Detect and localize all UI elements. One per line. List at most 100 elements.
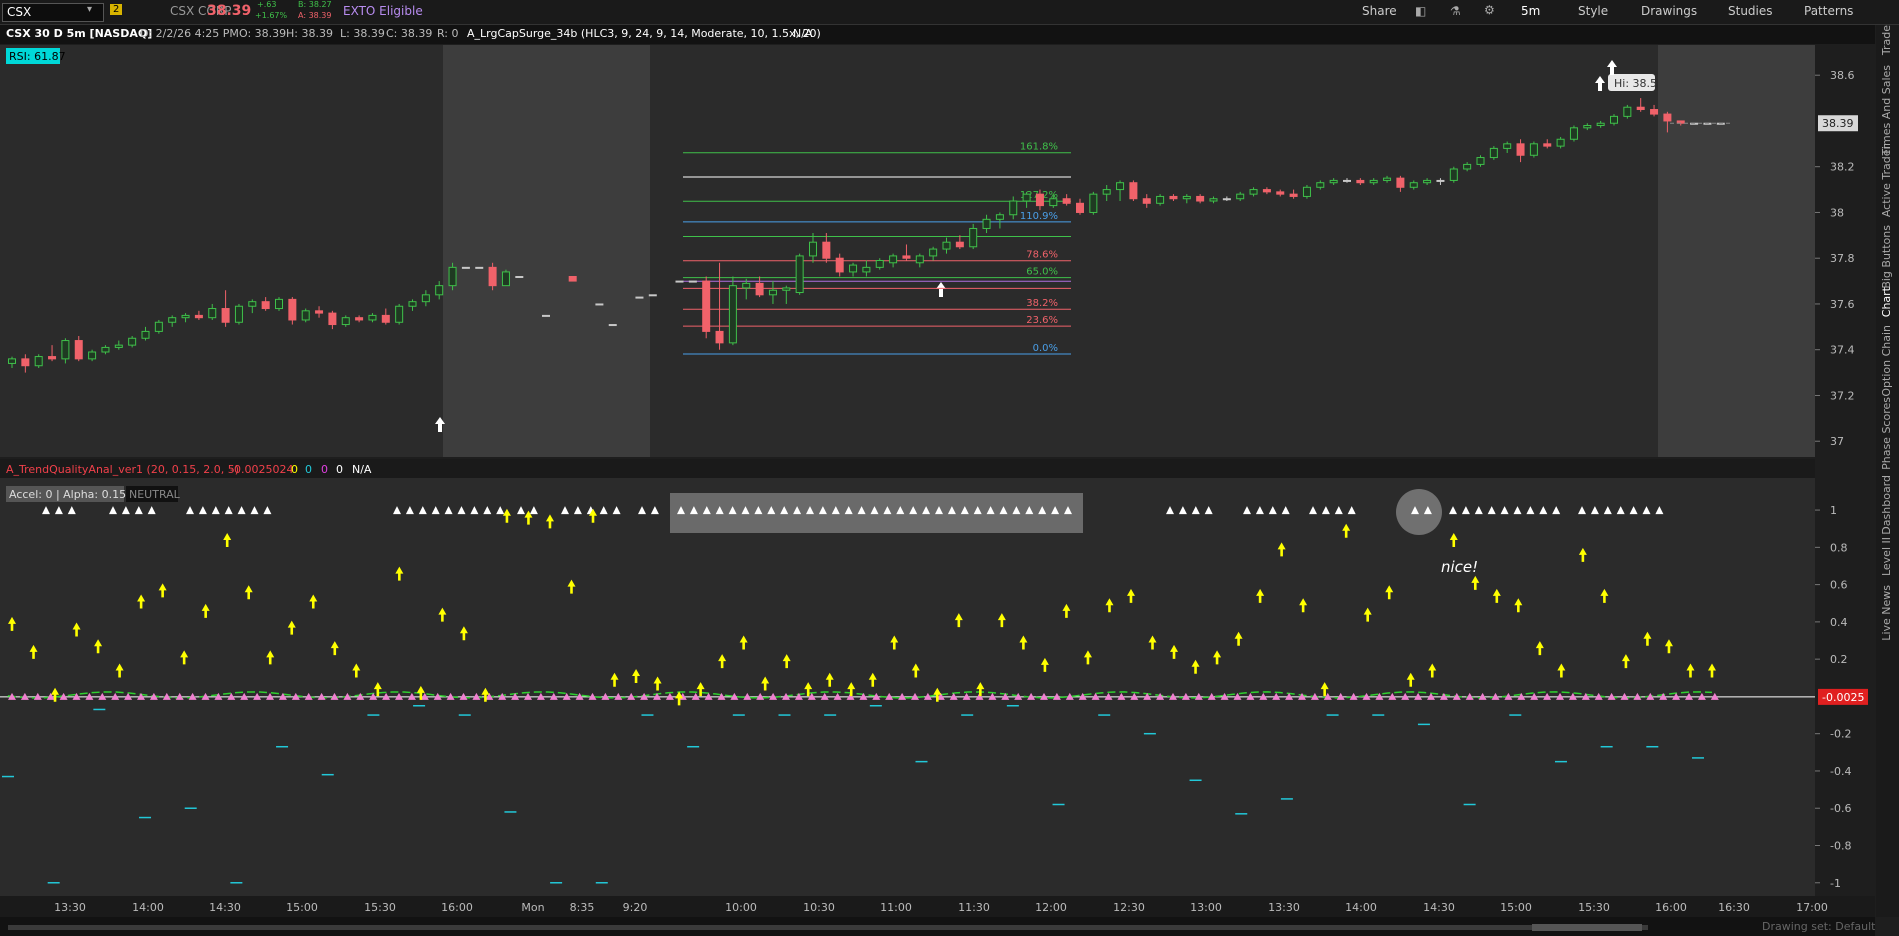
sidebar-tab[interactable]: Level II: [1880, 537, 1893, 577]
signal-triangle: [896, 506, 905, 515]
signal-triangle: [1268, 506, 1277, 515]
settings-icon[interactable]: ⚙: [1484, 3, 1495, 17]
sidebar-tab[interactable]: Active Trader: [1880, 145, 1893, 218]
time-label: 16:30: [1718, 901, 1750, 914]
study-header: [0, 459, 1815, 478]
time-label: 9:20: [623, 901, 648, 914]
candle-body: [568, 276, 577, 282]
candle-body: [648, 294, 657, 297]
candle-body: [1302, 186, 1311, 197]
studies-button[interactable]: Studies: [1728, 4, 1773, 18]
flexible-grid-icon[interactable]: ◧: [1415, 4, 1427, 18]
candle-body: [595, 303, 604, 306]
candle-body: [1356, 179, 1365, 184]
style-button[interactable]: Style: [1578, 4, 1609, 18]
zero-marker: [911, 692, 919, 700]
zero-marker: [433, 692, 442, 700]
link-badge[interactable]: 2: [110, 4, 123, 15]
candle-body: [1516, 143, 1525, 156]
signal-triangle: [1191, 506, 1200, 515]
signal-triangle: [728, 506, 737, 515]
arrow-marker: [8, 616, 16, 631]
bid: B: 38.27: [298, 0, 332, 9]
signal-triangle: [883, 506, 892, 515]
zero-marker: [1220, 692, 1229, 700]
zero-marker: [1323, 692, 1332, 700]
zero-marker: [33, 692, 42, 700]
zero-marker: [1091, 692, 1100, 700]
scrollbar-thumb[interactable]: [1532, 924, 1642, 931]
scrollbar-track[interactable]: [8, 925, 1648, 930]
patterns-button[interactable]: Patterns: [1804, 4, 1854, 18]
signal-triangle: [1281, 506, 1290, 515]
candle-body: [728, 285, 737, 344]
info-field: L: 38.39: [340, 27, 385, 40]
zero-marker: [601, 692, 610, 700]
zero-marker: [1246, 692, 1255, 700]
candle-body: [715, 330, 724, 344]
info-field: R: 0: [437, 27, 459, 40]
sidebar-tab[interactable]: Live News: [1880, 585, 1893, 641]
zero-marker: [175, 692, 184, 700]
share-button[interactable]: Share: [1362, 4, 1397, 18]
candle-body: [1035, 193, 1044, 207]
sidebar-tab[interactable]: Phase Scores: [1880, 397, 1893, 470]
candle-body: [1436, 179, 1445, 182]
candle-body: [1022, 193, 1031, 202]
signal-triangle: [1526, 506, 1535, 515]
signal-triangle: [1321, 506, 1330, 515]
info-field: D: 2/2/26 4:25 PM: [140, 27, 239, 40]
signal-triangle: [1309, 506, 1317, 515]
candle-body: [875, 259, 884, 268]
zero-marker: [1633, 692, 1642, 700]
signal-triangle: [1629, 506, 1638, 515]
signal-triangle: [960, 506, 969, 515]
zero-marker: [420, 692, 429, 700]
sidebar-tab[interactable]: Option Chain: [1880, 325, 1893, 397]
time-label: 17:00: [1796, 901, 1828, 914]
study-counter: 0: [291, 463, 298, 476]
signal-triangle: [470, 506, 479, 515]
zero-marker: [1194, 692, 1203, 700]
time-label: 13:30: [1268, 901, 1300, 914]
sidebar-tab[interactable]: Big Buttons: [1880, 225, 1893, 289]
timeframe-button[interactable]: 5m: [1521, 4, 1541, 18]
sidebar-tab[interactable]: Chart: [1880, 287, 1893, 318]
candle-body: [421, 294, 430, 303]
candle-body: [862, 266, 871, 273]
drawings-button[interactable]: Drawings: [1641, 4, 1698, 18]
time-label: 13:30: [54, 901, 86, 914]
lab-icon[interactable]: ⚗: [1450, 4, 1461, 18]
signal-triangle: [1449, 506, 1457, 515]
study-title: A_TrendQualityAnal_ver1 (20, 0.15, 2.0, …: [6, 463, 239, 476]
signal-triangle: [1655, 506, 1664, 515]
candle-body: [742, 282, 751, 289]
signal-triangle: [134, 506, 143, 515]
zero-marker: [1014, 692, 1023, 700]
sidebar-tab[interactable]: Dashboard: [1880, 475, 1893, 535]
zero-marker: [846, 692, 855, 700]
candle-body: [1196, 195, 1205, 202]
arrow-marker: [1385, 585, 1394, 600]
sidebar-tab[interactable]: Times And Sales: [1880, 65, 1893, 156]
signal-triangle: [870, 506, 879, 515]
candle-body: [675, 280, 684, 283]
zero-marker: [936, 692, 945, 700]
signal-triangle: [1038, 506, 1047, 515]
zero-marker: [743, 692, 752, 700]
candle-body: [1569, 127, 1578, 140]
sidebar-tab[interactable]: Trade: [1880, 25, 1893, 56]
zero-marker: [149, 692, 158, 700]
zero-marker: [317, 692, 326, 700]
zero-marker: [1336, 692, 1345, 700]
study-panel: [0, 478, 1815, 896]
symbol-box[interactable]: CSX ▾: [2, 3, 104, 22]
arrow-marker: [718, 654, 727, 669]
study-axis: [1815, 478, 1875, 896]
last-price: 38.39: [207, 3, 252, 19]
arrow-marker: [29, 644, 38, 659]
candle-body: [8, 358, 16, 364]
signal-triangle: [109, 506, 117, 515]
signal-triangle: [599, 506, 608, 515]
candle-body: [1423, 179, 1432, 184]
